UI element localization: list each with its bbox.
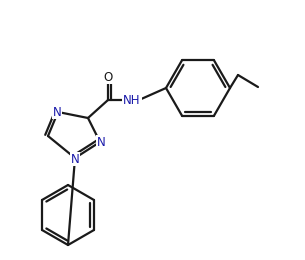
Text: N: N [71, 153, 79, 166]
Text: O: O [103, 70, 113, 83]
Text: NH: NH [123, 94, 141, 107]
Text: N: N [97, 135, 105, 148]
Text: N: N [53, 106, 61, 119]
